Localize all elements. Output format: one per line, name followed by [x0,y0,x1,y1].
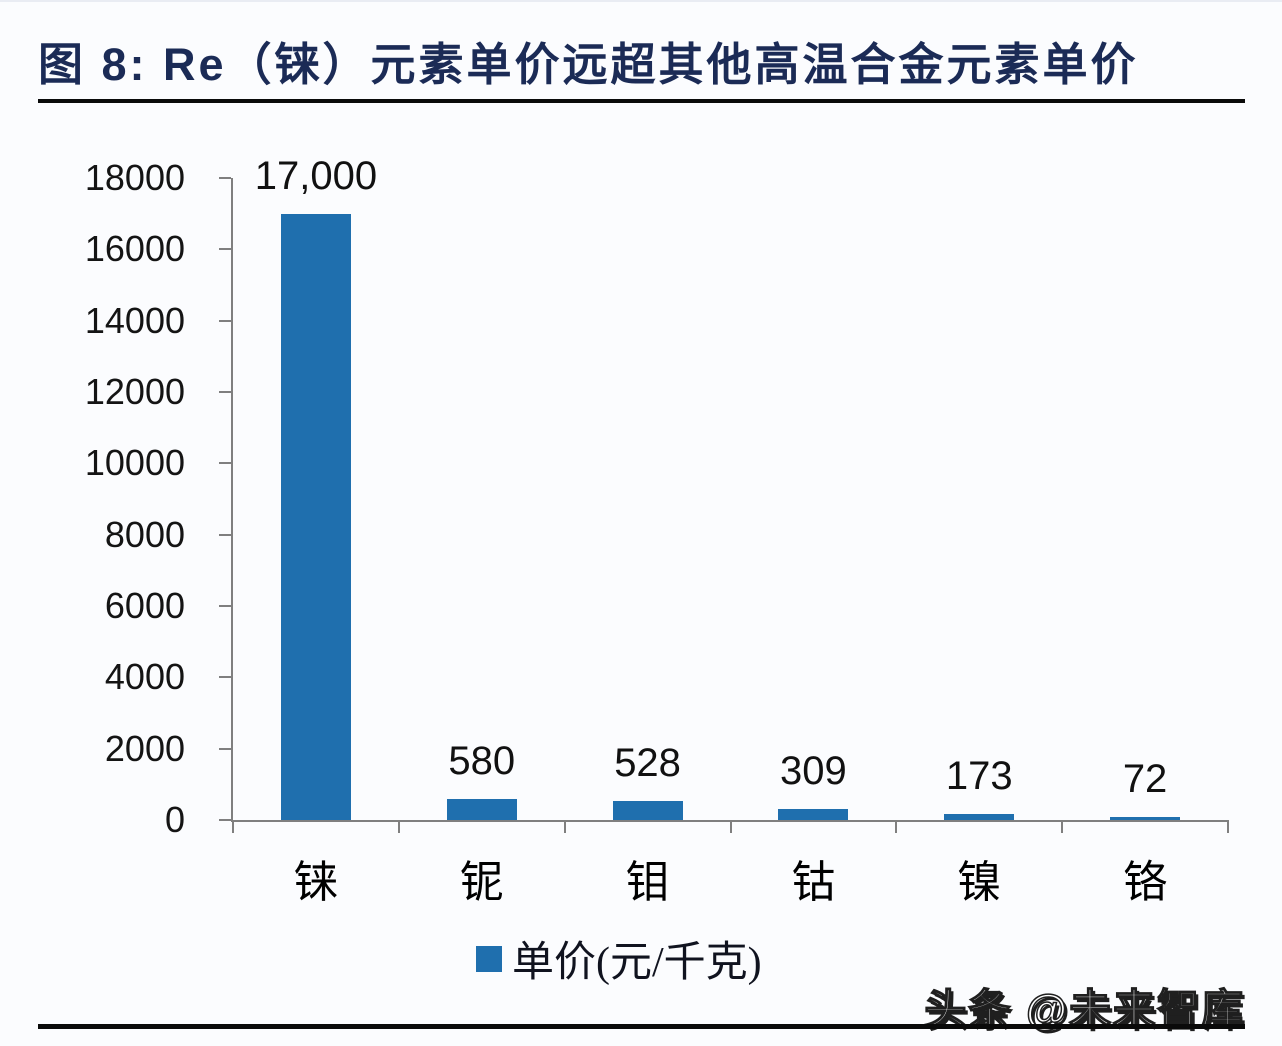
x-axis-category-label: 钴 [791,858,836,907]
bar [612,801,683,820]
bar-group: 173 镍 [896,178,1062,907]
x-axis-category-label: 钼 [625,858,670,907]
x-axis-category-label: 铌 [459,858,504,907]
legend: 单价(元/千克) [476,928,762,989]
bar [446,799,517,820]
y-axis-tick-label: 0 [164,799,185,840]
bar [280,213,351,820]
bar-chart-plot-area: 0 2000 4000 6000 8000 10000 12000 14000 16000 180… [85,154,1229,907]
bar-value-label: 17,000 [254,153,378,198]
x-axis-tick-mark [397,820,400,833]
bar-group: 309 钴 [731,178,897,907]
bar-value-label: 72 [1122,757,1168,802]
y-axis-tick-label: 14000 [84,299,185,341]
y-axis-tick-mark [219,462,231,465]
bar-value-label: 528 [614,741,681,786]
bar-group: 72 铬 [1062,178,1228,907]
x-axis-tick-mark [1227,820,1229,833]
y-axis-tick-label: 16000 [84,228,185,270]
y-axis-tick-label: 12000 [84,371,185,412]
y-axis-tick-mark [219,676,231,679]
y-axis-tick-mark [219,533,231,536]
legend-label: 单价(元/千克) [512,940,762,986]
y-axis-tick-mark [219,319,231,322]
y-axis-tick-label: 18000 [84,157,185,198]
y-axis-tick-label: 4000 [104,656,185,698]
x-axis-tick-mark [895,820,898,833]
bar [1110,817,1181,820]
bar-value-label: 580 [448,739,516,784]
y-axis-tick-mark [219,248,231,251]
x-axis-tick-mark [563,820,566,833]
x-axis-tick-mark [1061,820,1064,833]
bottom-divider [38,1024,1245,1029]
x-axis-category-label: 镍 [957,858,1002,907]
bar-group: 580 铌 [399,178,565,907]
y-axis-tick-label: 8000 [104,513,185,555]
bar-group: 17,000 铼 [233,154,399,907]
x-axis-tick-mark [729,820,732,833]
chart-title: 图 8: Re（铼）元素单价远超其他高温合金元素单价 [38,39,1139,90]
y-axis-tick-label: 6000 [104,585,185,626]
y-axis-tick-mark [219,819,231,821]
bar [944,813,1015,820]
bar-value-label: 173 [945,753,1013,798]
x-axis-tick-mark [232,820,234,833]
y-axis-line [231,178,233,822]
bar-group: 528 钼 [565,178,731,907]
x-axis-category-label: 铼 [293,858,338,907]
title-divider [38,99,1245,103]
y-axis-tick-mark [219,747,231,750]
legend-color-swatch-icon [476,945,502,972]
y-axis-tick-label: 2000 [104,727,185,769]
top-edge-divider [0,0,1282,2]
y-axis-tick-label: 10000 [84,442,185,484]
bar [778,808,849,820]
y-axis-tick-mark [219,177,231,179]
x-axis-category-label: 铬 [1123,858,1168,907]
bar-value-label: 309 [780,748,847,793]
y-axis-tick-mark [219,391,231,393]
y-axis-tick-mark [219,605,231,607]
